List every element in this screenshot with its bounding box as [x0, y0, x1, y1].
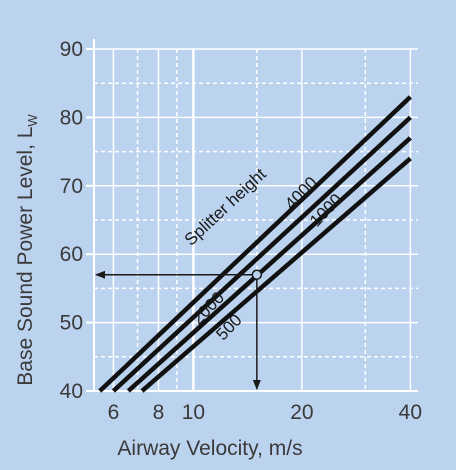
series-lines	[98, 95, 412, 393]
y-tick-label: 80	[60, 106, 83, 129]
y-tick-label: 90	[60, 38, 83, 61]
series-line-4000	[98, 95, 412, 393]
y-tick-label: 60	[60, 243, 83, 266]
y-tick-label: 40	[60, 380, 83, 403]
x-tick-label: 20	[290, 401, 313, 424]
y-axis-label-main: Base Sound Power Level, L	[14, 127, 37, 386]
grid	[94, 48, 418, 392]
series-line-2000	[111, 115, 412, 393]
x-tick-label: 10	[182, 401, 205, 424]
x-tick-label: 8	[153, 401, 165, 424]
y-tick-label: 50	[60, 312, 83, 335]
x-tick-labels: 6 8 10 20 40	[108, 401, 422, 424]
plot-frame	[86, 39, 418, 392]
series-line-500	[140, 156, 412, 393]
y-axis-label: Base Sound Power Level, LW	[14, 114, 40, 386]
y-tick-label: 70	[60, 175, 83, 198]
y-axis-label-subscript: W	[25, 114, 40, 127]
example-lookup	[95, 269, 263, 390]
x-tick-label: 6	[108, 401, 120, 424]
series-line-1000	[126, 136, 412, 393]
x-tick-label: 40	[399, 401, 422, 424]
operating-point	[251, 269, 263, 280]
x-axis-label: Airway Velocity, m/s	[117, 437, 302, 460]
y-tick-labels: 40 50 60 70 80 90	[60, 38, 83, 403]
